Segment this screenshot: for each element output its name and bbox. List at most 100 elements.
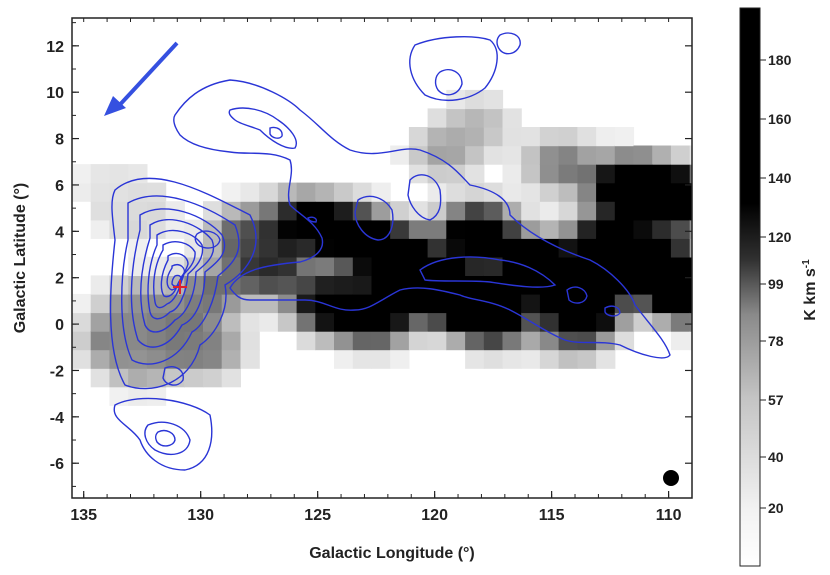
heatmap-cell bbox=[596, 349, 616, 369]
heatmap-cell bbox=[596, 293, 616, 314]
heatmap-cell bbox=[483, 312, 504, 332]
emission-map bbox=[72, 89, 692, 406]
heatmap-cell bbox=[483, 145, 504, 165]
heatmap-cell bbox=[109, 331, 129, 351]
heatmap-cell bbox=[502, 312, 522, 332]
heatmap-cell bbox=[128, 386, 148, 406]
heatmap-cell bbox=[652, 182, 672, 202]
heatmap-cell bbox=[203, 275, 223, 295]
heatmap-cell bbox=[240, 349, 260, 369]
heatmap-cell bbox=[483, 275, 504, 295]
heatmap-cell bbox=[72, 349, 92, 369]
heatmap-cell bbox=[371, 275, 391, 295]
heatmap-cell bbox=[315, 219, 335, 239]
heatmap-cell bbox=[689, 256, 692, 276]
heatmap-cell bbox=[277, 275, 298, 295]
heatmap-cell bbox=[221, 349, 241, 369]
heatmap-cell bbox=[633, 238, 653, 258]
heatmap-cell bbox=[109, 349, 129, 369]
heatmap-cell bbox=[577, 182, 597, 202]
contour-line bbox=[307, 216, 318, 223]
heatmap-cell bbox=[670, 219, 691, 239]
heatmap-cell bbox=[446, 145, 466, 165]
heatmap-cell bbox=[465, 312, 485, 332]
heatmap-cell bbox=[446, 127, 466, 147]
heatmap-cell bbox=[539, 164, 560, 184]
heatmap-cell bbox=[596, 331, 616, 351]
contour-line bbox=[194, 230, 221, 249]
heatmap-cell bbox=[539, 238, 560, 258]
plot-frame bbox=[71, 17, 693, 499]
heatmap-cell bbox=[483, 108, 504, 128]
heatmap-cell bbox=[483, 219, 504, 239]
heatmap-cell bbox=[689, 201, 692, 221]
heatmap-cell bbox=[352, 312, 373, 332]
heatmap-cell bbox=[596, 164, 616, 184]
heatmap-cell bbox=[558, 238, 578, 258]
heatmap-cell bbox=[539, 201, 560, 221]
heatmap-cell bbox=[483, 349, 504, 369]
heatmap-cell bbox=[184, 275, 204, 295]
heatmap-cell bbox=[446, 108, 466, 128]
contour-line bbox=[154, 429, 176, 447]
heatmap-cell bbox=[296, 275, 316, 295]
x-tick-label: 115 bbox=[539, 507, 565, 524]
heatmap-cell bbox=[446, 312, 466, 332]
contour-line bbox=[109, 177, 257, 390]
heatmap-cell bbox=[521, 127, 541, 147]
heatmap-cell bbox=[483, 201, 504, 221]
heatmap-cell bbox=[296, 312, 316, 332]
heatmap-cell bbox=[652, 201, 672, 221]
heatmap-cell bbox=[72, 293, 92, 314]
heatmap-cell bbox=[90, 293, 110, 314]
heatmap-cell bbox=[334, 349, 354, 369]
heatmap-cell bbox=[146, 201, 167, 221]
colorbar-tick-label: 78 bbox=[768, 333, 784, 349]
heatmap-cell bbox=[259, 293, 279, 314]
y-axis: 12 10 8 6 4 2 0 -2 -4 -6 bbox=[46, 22, 692, 487]
heatmap-cell bbox=[689, 293, 692, 314]
heatmap-cell bbox=[90, 275, 110, 295]
heatmap-cell bbox=[577, 293, 597, 314]
heatmap-cell bbox=[371, 256, 391, 276]
heatmap-cell bbox=[109, 164, 129, 184]
heatmap-cell bbox=[259, 238, 279, 258]
heatmap-cell bbox=[446, 182, 466, 202]
heatmap-cell bbox=[203, 368, 223, 388]
heatmap-cell bbox=[614, 312, 635, 332]
heatmap-cell bbox=[521, 164, 541, 184]
heatmap-cell bbox=[221, 219, 241, 239]
heatmap-cell bbox=[146, 293, 167, 314]
colorbar-tick-label: 180 bbox=[768, 52, 792, 68]
heatmap-cell bbox=[277, 201, 298, 221]
heatmap-cell bbox=[446, 275, 466, 295]
y-tick-label: 6 bbox=[55, 178, 64, 195]
contour-line bbox=[604, 305, 621, 317]
heatmap-cell bbox=[465, 201, 485, 221]
heatmap-cell bbox=[390, 238, 410, 258]
heatmap-cell bbox=[390, 293, 410, 314]
heatmap-cell bbox=[465, 349, 485, 369]
heatmap-cell bbox=[146, 182, 167, 202]
contour-line bbox=[354, 195, 394, 241]
heatmap-cell bbox=[465, 108, 485, 128]
heatmap-cell bbox=[277, 182, 298, 202]
contour-line bbox=[409, 36, 498, 101]
heatmap-cell bbox=[614, 164, 635, 184]
heatmap-cell bbox=[390, 145, 410, 165]
heatmap-cell bbox=[408, 312, 429, 332]
x-tick-label: 110 bbox=[656, 507, 682, 524]
heatmap-cell bbox=[614, 275, 635, 295]
heatmap-cell bbox=[558, 275, 578, 295]
y-axis-title: Galactic Latitude (°) bbox=[12, 183, 29, 333]
heatmap-cell bbox=[614, 238, 635, 258]
heatmap-cell bbox=[371, 238, 391, 258]
heatmap-cell bbox=[465, 89, 485, 110]
heatmap-cell bbox=[165, 293, 185, 314]
heatmap-cell bbox=[334, 219, 354, 239]
heatmap-cell bbox=[128, 368, 148, 388]
heatmap-cell bbox=[203, 349, 223, 369]
heatmap-cell bbox=[502, 164, 522, 184]
heatmap-cell bbox=[90, 164, 110, 184]
heatmap-cell bbox=[465, 238, 485, 258]
